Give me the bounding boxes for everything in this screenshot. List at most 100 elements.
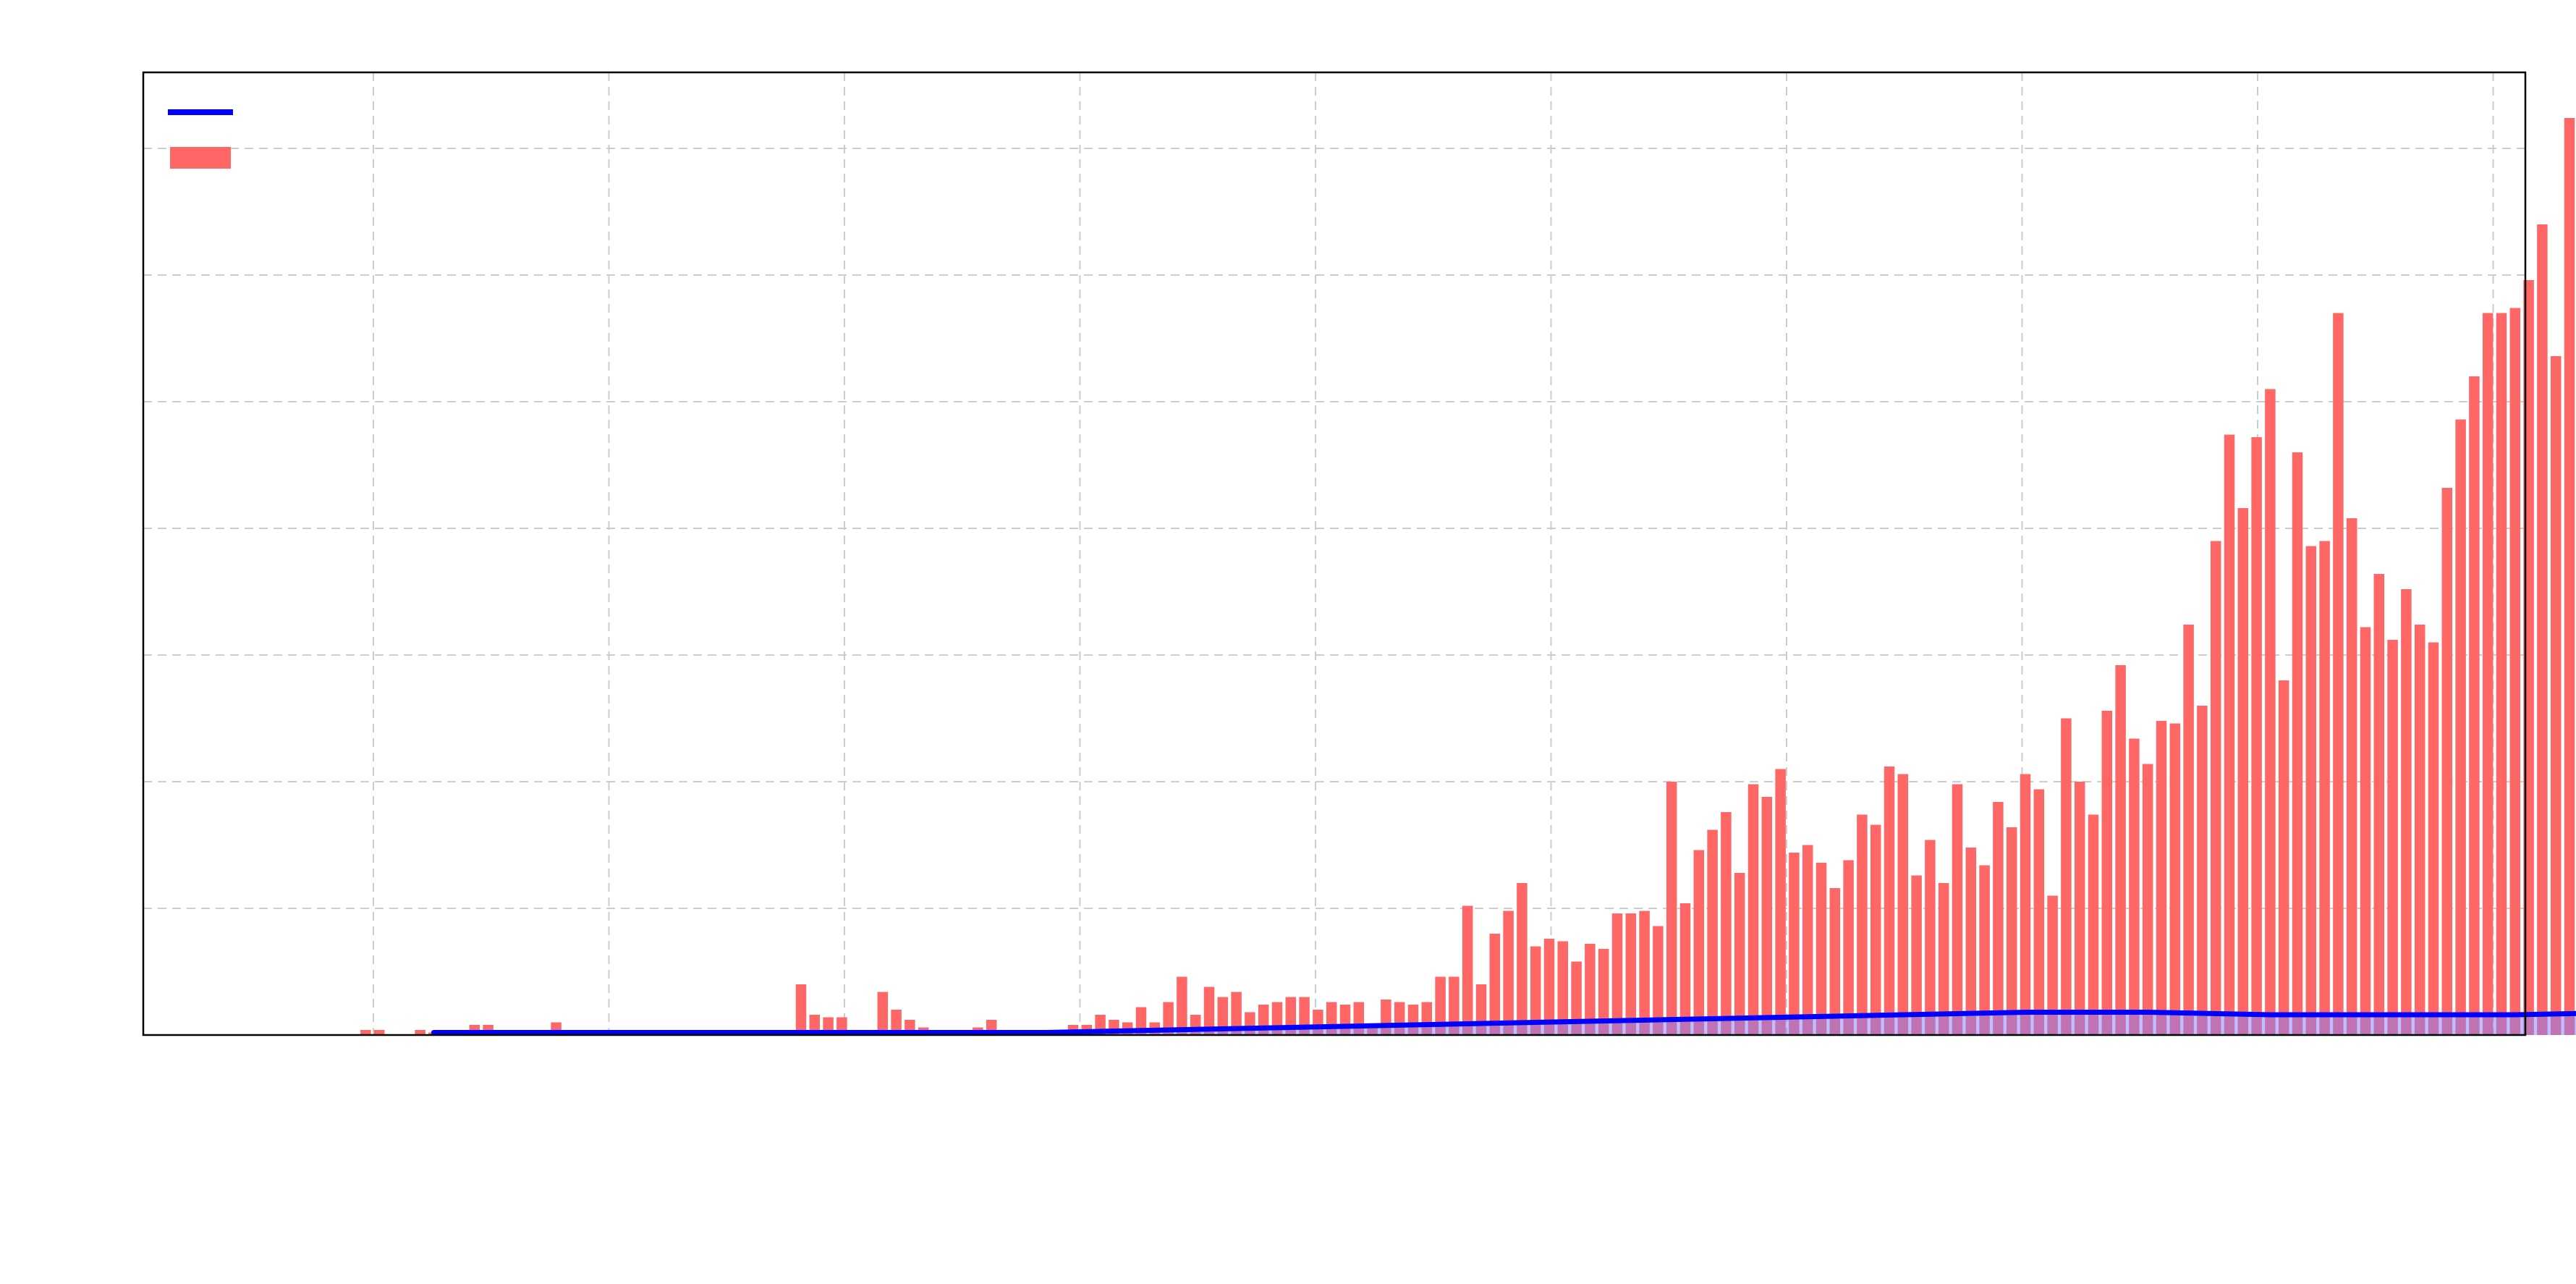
bar bbox=[2142, 764, 2153, 1035]
bar bbox=[1938, 883, 1949, 1035]
bar bbox=[2237, 508, 2249, 1035]
bar bbox=[2210, 541, 2221, 1035]
bar bbox=[2047, 895, 2058, 1035]
bar bbox=[2550, 356, 2562, 1035]
bar bbox=[1598, 949, 1609, 1035]
bar bbox=[2251, 437, 2262, 1035]
bar bbox=[2129, 738, 2140, 1035]
bar bbox=[2373, 574, 2385, 1035]
bar bbox=[2033, 789, 2045, 1035]
bar bbox=[891, 1010, 902, 1035]
bar bbox=[1857, 814, 1868, 1035]
bar bbox=[1843, 860, 1854, 1035]
bar bbox=[1653, 926, 1664, 1035]
bar bbox=[1816, 863, 1827, 1035]
bar bbox=[2224, 434, 2235, 1035]
bar bbox=[1761, 797, 1773, 1035]
bar bbox=[1489, 934, 1501, 1035]
bar bbox=[1163, 1002, 1174, 1035]
bar bbox=[2319, 541, 2330, 1035]
bar bbox=[1870, 824, 1881, 1035]
bar bbox=[1203, 987, 1215, 1035]
bar bbox=[2441, 488, 2453, 1035]
bar bbox=[2428, 642, 2439, 1035]
bar bbox=[1625, 913, 1637, 1035]
bar bbox=[1177, 976, 1187, 1035]
bar bbox=[2346, 518, 2357, 1035]
bar bbox=[1693, 850, 1705, 1035]
bar bbox=[1435, 976, 1446, 1035]
bar bbox=[2197, 706, 2208, 1035]
bar bbox=[795, 984, 807, 1035]
bar bbox=[2061, 718, 2072, 1035]
bar bbox=[1571, 961, 1582, 1035]
bar bbox=[1462, 905, 1473, 1035]
bar bbox=[1503, 911, 1514, 1035]
bar bbox=[1884, 766, 1895, 1035]
bar bbox=[2414, 625, 2425, 1035]
bar bbox=[2469, 376, 2480, 1035]
bar bbox=[2278, 680, 2289, 1035]
bar bbox=[2401, 589, 2412, 1035]
bar bbox=[1965, 848, 1977, 1035]
bar bbox=[2169, 723, 2181, 1035]
bar bbox=[2020, 774, 2031, 1035]
bar bbox=[2509, 308, 2521, 1035]
bar bbox=[1734, 873, 1745, 1035]
bar bbox=[2115, 665, 2126, 1035]
bar bbox=[1979, 865, 1990, 1035]
bar bbox=[2292, 452, 2303, 1035]
plot-frame bbox=[142, 71, 2527, 1036]
line-series bbox=[431, 1010, 2576, 1035]
bar bbox=[1952, 784, 1963, 1035]
bar bbox=[2564, 118, 2575, 1035]
grid bbox=[143, 72, 2525, 1035]
bar bbox=[2183, 625, 2194, 1035]
bar bbox=[2006, 827, 2017, 1035]
bar bbox=[2482, 313, 2494, 1035]
bar bbox=[2101, 711, 2113, 1035]
bar bbox=[2537, 224, 2548, 1035]
bar bbox=[2387, 640, 2398, 1035]
bar bbox=[2333, 313, 2344, 1035]
bar bbox=[2360, 627, 2371, 1035]
bar bbox=[1666, 782, 1677, 1035]
bar bbox=[1217, 997, 1229, 1035]
bar bbox=[1911, 875, 1922, 1035]
bar bbox=[415, 1030, 425, 1035]
legend-bar-swatch bbox=[170, 147, 231, 169]
bar bbox=[2265, 389, 2276, 1035]
bar bbox=[2074, 782, 2085, 1035]
series-line bbox=[431, 1010, 2576, 1035]
bar bbox=[1707, 829, 1718, 1035]
bar bbox=[2305, 546, 2317, 1035]
legend bbox=[168, 109, 233, 169]
bar bbox=[1721, 812, 1732, 1035]
bar bbox=[1747, 784, 1759, 1035]
bar bbox=[2156, 721, 2167, 1035]
bar bbox=[1231, 992, 1242, 1035]
bar bbox=[1679, 903, 1691, 1035]
bar bbox=[877, 992, 889, 1035]
bar bbox=[1530, 946, 1541, 1035]
bar bbox=[1925, 840, 1936, 1035]
bar bbox=[1802, 845, 1813, 1035]
bar bbox=[2496, 313, 2507, 1035]
bar bbox=[1789, 853, 1800, 1035]
bar bbox=[1543, 939, 1555, 1035]
bar-series bbox=[360, 118, 2575, 1035]
bar bbox=[1585, 944, 1596, 1035]
bar bbox=[1639, 911, 1650, 1035]
bar bbox=[1775, 769, 1786, 1035]
bar bbox=[1993, 802, 2004, 1035]
bar bbox=[1517, 883, 1528, 1035]
bar bbox=[1449, 976, 1459, 1035]
bar bbox=[2088, 814, 2099, 1035]
bar bbox=[1897, 774, 1909, 1035]
bar bbox=[360, 1030, 371, 1035]
bar bbox=[1557, 941, 1569, 1035]
bar bbox=[373, 1030, 385, 1035]
bar bbox=[1611, 913, 1623, 1035]
